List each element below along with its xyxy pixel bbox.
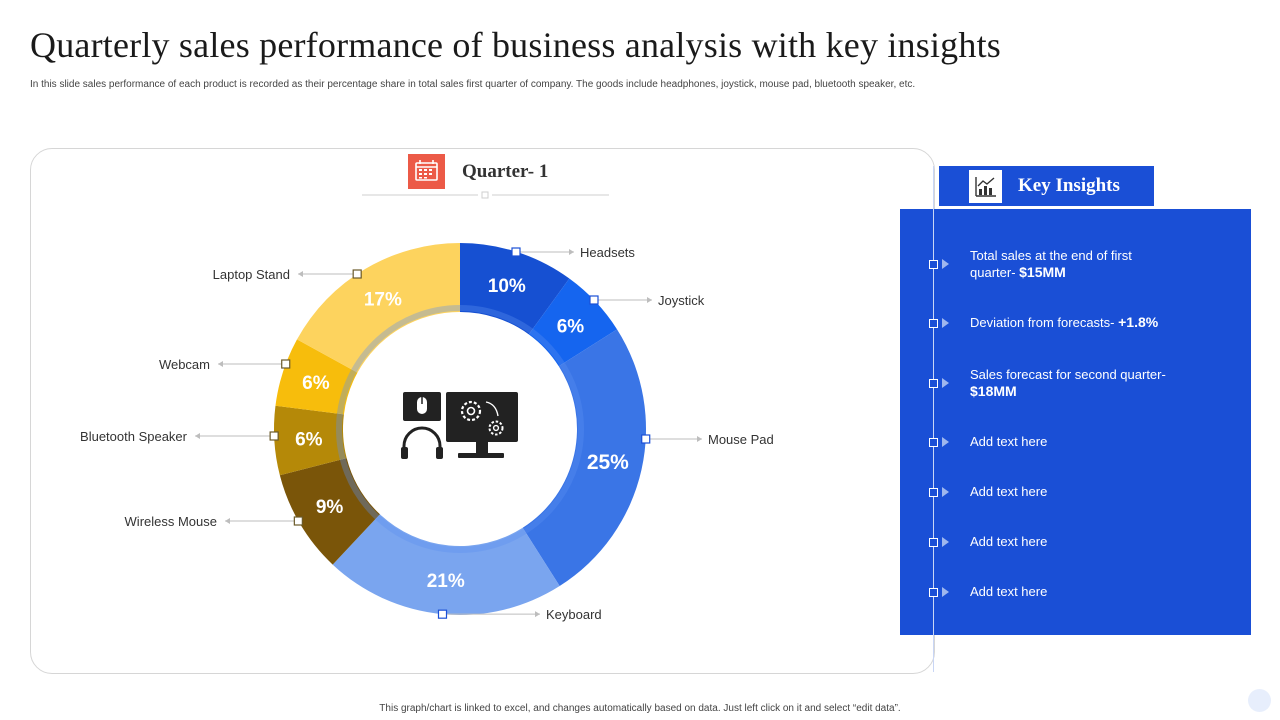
insight-marker bbox=[929, 319, 938, 328]
insight-arrow-icon bbox=[942, 537, 949, 547]
category-label: Mouse Pad bbox=[708, 432, 774, 447]
insights-panel bbox=[900, 209, 1251, 635]
callout-arrow bbox=[569, 249, 574, 255]
insight-marker bbox=[929, 538, 938, 547]
computer-devices-icon bbox=[401, 392, 518, 459]
category-label: Wireless Mouse bbox=[125, 514, 217, 529]
insight-item: Add text here bbox=[970, 583, 1170, 600]
quarter-underline-dot bbox=[481, 191, 489, 199]
insight-text: Add text here bbox=[970, 534, 1048, 549]
callout-arrow bbox=[218, 361, 223, 367]
callout-arrow bbox=[195, 433, 200, 439]
value-label: 6% bbox=[295, 430, 323, 451]
insight-value: $15MM bbox=[1019, 264, 1066, 280]
chart-title: Quarter- 1 bbox=[462, 161, 549, 182]
insight-item: Add text here bbox=[970, 533, 1170, 550]
insight-marker bbox=[929, 260, 938, 269]
callout-marker bbox=[269, 431, 279, 441]
footer-note: This graph/chart is linked to excel, and… bbox=[379, 703, 901, 714]
insight-value: +1.8% bbox=[1118, 314, 1159, 330]
donut-slice-headsets[interactable] bbox=[460, 243, 570, 335]
insights-title: Key Insights bbox=[1018, 175, 1120, 196]
corner-dot bbox=[1248, 689, 1271, 712]
callout-marker bbox=[589, 295, 599, 305]
insight-item: Sales forecast for second quarter- $18MM bbox=[970, 366, 1170, 400]
value-label: 10% bbox=[488, 276, 526, 297]
donut-slice-joystick[interactable] bbox=[528, 278, 618, 367]
callout-marker bbox=[352, 269, 362, 279]
donut-slice-bluetooth-speaker[interactable] bbox=[274, 405, 347, 476]
insight-text: Add text here bbox=[970, 584, 1048, 599]
insight-arrow-icon bbox=[942, 487, 949, 497]
chart-value-labels: 10% 6% 25% 21% 9% 6% 6% 17% bbox=[295, 276, 629, 592]
callout-arrow bbox=[298, 271, 303, 277]
callout-marker bbox=[293, 516, 303, 526]
insight-marker bbox=[929, 488, 938, 497]
value-label: 21% bbox=[427, 571, 465, 592]
chart-line-icon bbox=[969, 170, 1002, 203]
insight-arrow-icon bbox=[942, 259, 949, 269]
value-label: 6% bbox=[302, 373, 330, 394]
insight-value: $18MM bbox=[970, 383, 1017, 399]
category-label: Keyboard bbox=[546, 607, 602, 622]
donut-slice-keyboard[interactable] bbox=[332, 514, 560, 615]
value-label: 17% bbox=[364, 290, 402, 311]
callout-arrow bbox=[697, 436, 702, 442]
category-label: Webcam bbox=[159, 357, 210, 372]
chart-callouts: Headsets Joystick Mouse Pad Keyboard Wireles… bbox=[80, 245, 774, 622]
insight-marker bbox=[929, 379, 938, 388]
donut-slice-wireless-mouse[interactable] bbox=[279, 458, 380, 565]
insight-arrow-icon bbox=[942, 378, 949, 388]
callout-arrow bbox=[225, 518, 230, 524]
category-label: Joystick bbox=[658, 293, 705, 308]
insight-arrow-icon bbox=[942, 318, 949, 328]
insight-item: Add text here bbox=[970, 483, 1170, 500]
insight-item: Deviation from forecasts- +1.8% bbox=[970, 314, 1170, 331]
insight-item: Total sales at the end of first quarter-… bbox=[970, 247, 1170, 281]
insight-marker bbox=[929, 588, 938, 597]
value-label: 25% bbox=[587, 451, 629, 474]
insight-text: Sales forecast for second quarter- bbox=[970, 367, 1166, 382]
category-label: Bluetooth Speaker bbox=[80, 429, 188, 444]
value-label: 6% bbox=[557, 316, 585, 337]
callout-marker bbox=[641, 434, 651, 444]
insight-marker bbox=[929, 438, 938, 447]
donut-slice-laptop-stand[interactable] bbox=[297, 243, 460, 373]
donut-slice-mouse-pad[interactable] bbox=[522, 329, 646, 587]
callout-arrow bbox=[647, 297, 652, 303]
chart-slices bbox=[274, 243, 646, 615]
callout-arrow bbox=[535, 611, 540, 618]
page-title: Quarterly sales performance of business … bbox=[30, 25, 1001, 65]
insight-text: Add text here bbox=[970, 434, 1048, 449]
insight-arrow-icon bbox=[942, 587, 949, 597]
insights-timeline bbox=[933, 166, 934, 672]
donut-slice-webcam[interactable] bbox=[275, 339, 358, 415]
value-label: 9% bbox=[316, 497, 344, 518]
page-subtitle: In this slide sales performance of each … bbox=[30, 79, 916, 90]
insight-item: Add text here bbox=[970, 433, 1170, 450]
insight-text: Add text here bbox=[970, 484, 1048, 499]
callout-marker bbox=[511, 247, 521, 257]
category-label: Headsets bbox=[580, 245, 635, 260]
inner-ring-shadow bbox=[336, 305, 584, 553]
insight-text: Deviation from forecasts- bbox=[970, 315, 1119, 330]
insight-text: Total sales at the end of first quarter- bbox=[970, 248, 1132, 280]
callout-marker bbox=[437, 609, 448, 619]
calendar-icon bbox=[408, 154, 445, 189]
insight-arrow-icon bbox=[942, 437, 949, 447]
callout-marker bbox=[281, 359, 291, 369]
category-label: Laptop Stand bbox=[213, 267, 290, 282]
